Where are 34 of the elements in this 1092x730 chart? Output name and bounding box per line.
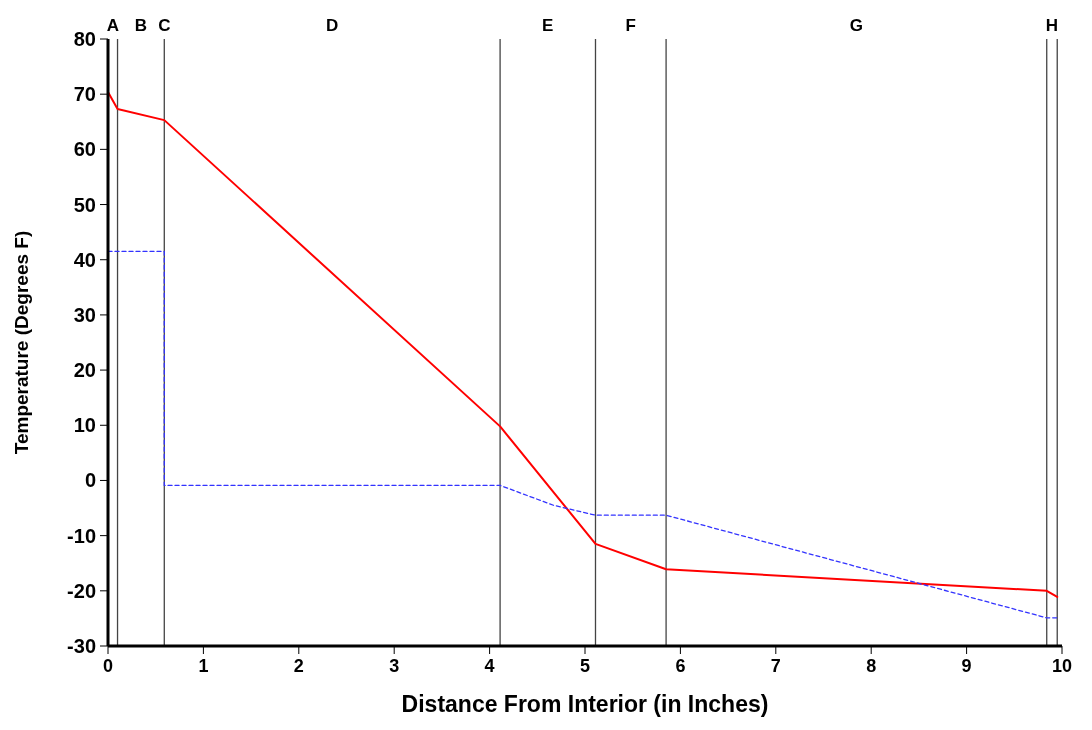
- x-tick-label: 1: [198, 656, 209, 676]
- ref-line-label: C: [158, 16, 171, 35]
- y-tick-label: -20: [67, 579, 96, 602]
- y-tick-label: 10: [73, 414, 96, 437]
- x-tick-label: 8: [866, 656, 877, 676]
- x-tick-label: 7: [770, 656, 781, 676]
- text: D: [326, 16, 339, 35]
- line-series: [107, 250, 1058, 619]
- x-tick-label: 0: [102, 656, 114, 676]
- x-tick-label: 9: [961, 656, 972, 676]
- y-tick-label: 40: [73, 248, 96, 271]
- text: E: [542, 16, 554, 35]
- x-axis-title: Distance From Interior (in Inches): [401, 691, 769, 717]
- text: G: [849, 16, 864, 35]
- y-tick-label: 70: [73, 83, 96, 106]
- x-tick-label: 6: [675, 656, 686, 676]
- x-tick-label: 5: [579, 656, 591, 676]
- text: H: [1045, 16, 1059, 35]
- x-tick-label: 4: [484, 656, 495, 676]
- y-tick-label: 80: [73, 28, 96, 50]
- text: F: [625, 16, 636, 35]
- y-tick-label: -10: [67, 524, 96, 547]
- y-tick-label: 20: [73, 359, 96, 382]
- y-tick-label: 60: [73, 138, 96, 161]
- x-tick-label: 10: [1051, 656, 1073, 676]
- y-tick-label: 50: [73, 193, 96, 216]
- text: A: [106, 16, 119, 35]
- text: B: [134, 16, 148, 35]
- y-tick-label: 0: [84, 469, 96, 492]
- x-tick-label: 2: [293, 656, 304, 676]
- y-axis-title: Temperature (Degrees F): [11, 230, 32, 455]
- y-tick-label: -30: [67, 635, 96, 657]
- y-tick-label: 30: [73, 303, 96, 326]
- x-tick-label: 3: [389, 656, 400, 676]
